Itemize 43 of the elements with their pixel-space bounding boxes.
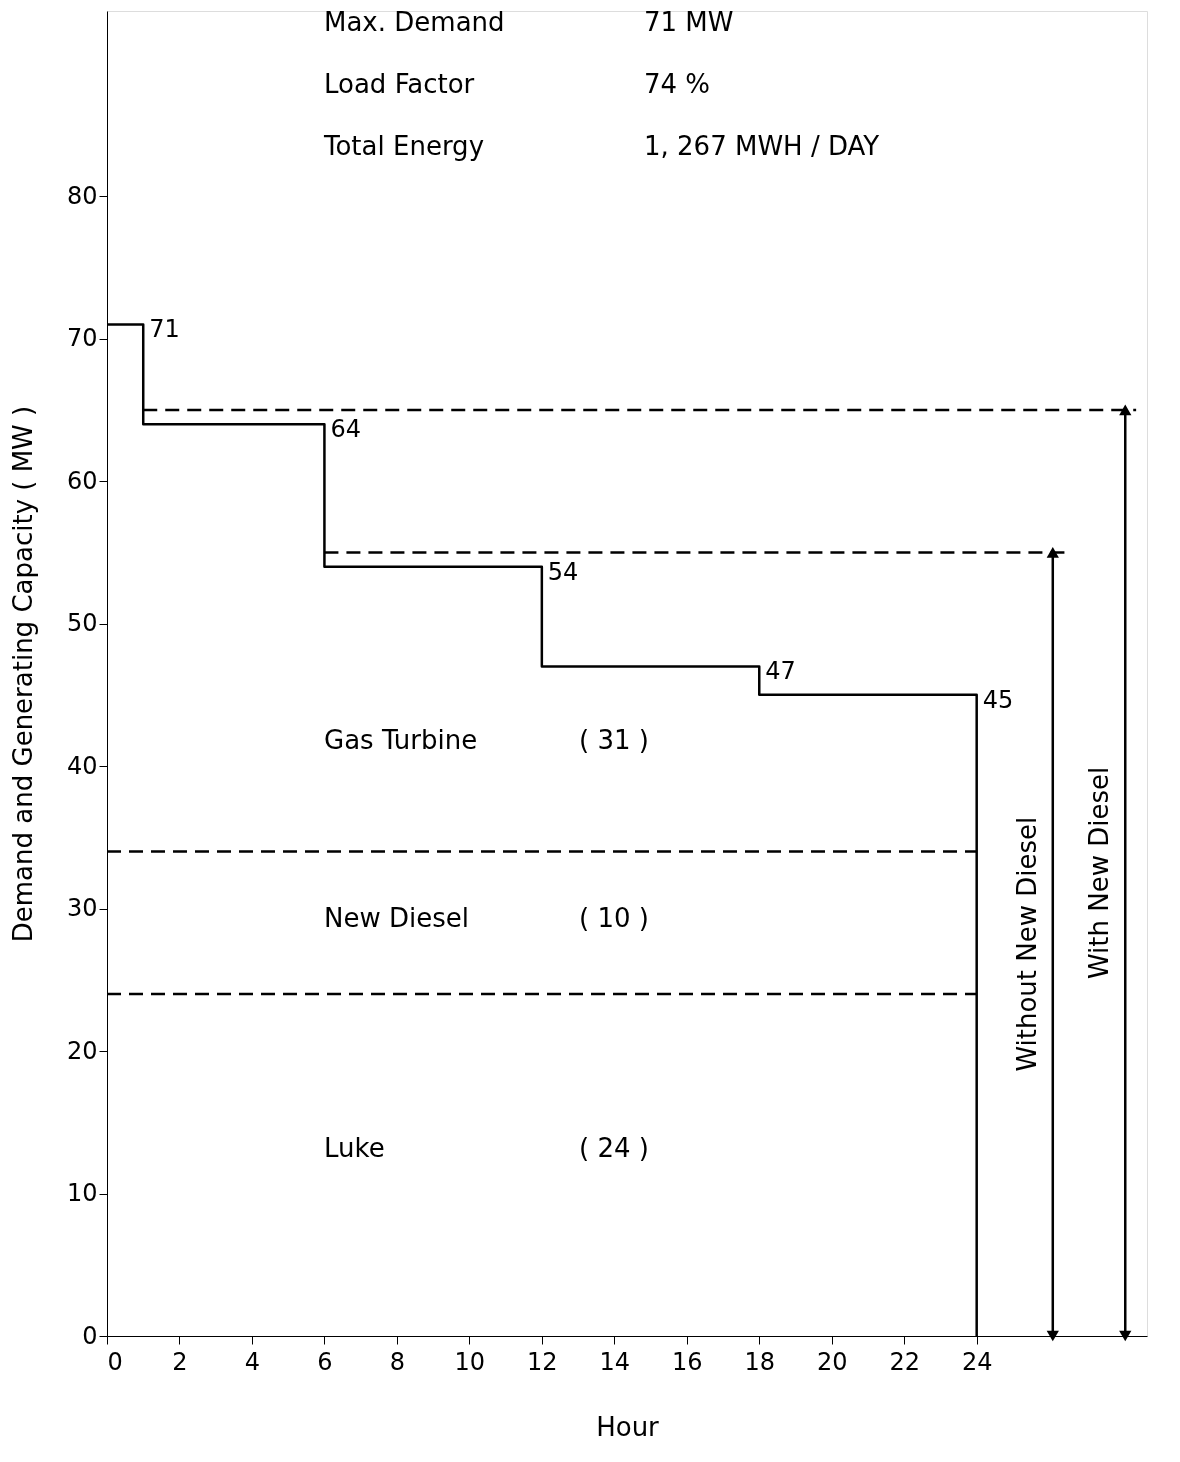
annotation: New Diesel (324, 903, 469, 933)
x-tick-label: 10 (454, 1347, 486, 1376)
y-tick-label: 80 (66, 181, 98, 210)
data-label: 54 (547, 557, 579, 586)
y-tick-label: 40 (66, 751, 98, 780)
x-tick-label: 18 (744, 1347, 776, 1376)
data-label: 71 (149, 315, 180, 344)
x-tick-label: 12 (527, 1347, 558, 1376)
x-tick-label: 20 (816, 1347, 848, 1376)
annotation: Luke (324, 1133, 385, 1163)
y-tick-label: 10 (66, 1179, 98, 1208)
x-tick-label: 6 (317, 1347, 333, 1376)
annotation: ( 31 ) (579, 725, 649, 755)
annotation: ( 10 ) (579, 903, 649, 933)
annotation: Gas Turbine (324, 725, 478, 755)
x-tick-label: 2 (172, 1347, 188, 1376)
y-tick-label: 30 (66, 894, 98, 923)
annotation: Max. Demand (324, 7, 505, 37)
x-tick-label: 22 (889, 1347, 920, 1376)
y-tick-label: 20 (66, 1036, 98, 1065)
x-tick-label: 24 (961, 1347, 993, 1376)
annotation: 1, 267 MWH / DAY (644, 131, 880, 161)
text: Without New Diesel (1011, 816, 1042, 1072)
y-tick-label: 50 (66, 609, 98, 638)
annotation: Total Energy (323, 131, 485, 161)
x-tick-label: 8 (389, 1347, 406, 1376)
annotation: 74 % (644, 69, 711, 99)
text: With New Diesel (1084, 766, 1115, 980)
annotation: Load Factor (324, 69, 475, 99)
data-label: 47 (765, 657, 796, 686)
x-tick-label: 14 (599, 1347, 631, 1376)
y-axis-title: Demand and Generating Capacity ( MW ) (7, 405, 38, 943)
y-tick-label: 0 (82, 1321, 98, 1350)
x-tick-label: 4 (244, 1347, 261, 1376)
x-tick-label: 0 (107, 1347, 123, 1376)
annotation: 71 MW (644, 7, 734, 37)
data-label: 45 (982, 685, 1014, 714)
annotation: ( 24 ) (579, 1133, 649, 1163)
y-tick-label: 70 (66, 324, 98, 353)
data-label: 64 (330, 415, 361, 444)
y-tick-label: 60 (66, 466, 98, 495)
x-tick-label: 16 (672, 1347, 703, 1376)
x-axis-title: Hour (596, 1411, 660, 1442)
